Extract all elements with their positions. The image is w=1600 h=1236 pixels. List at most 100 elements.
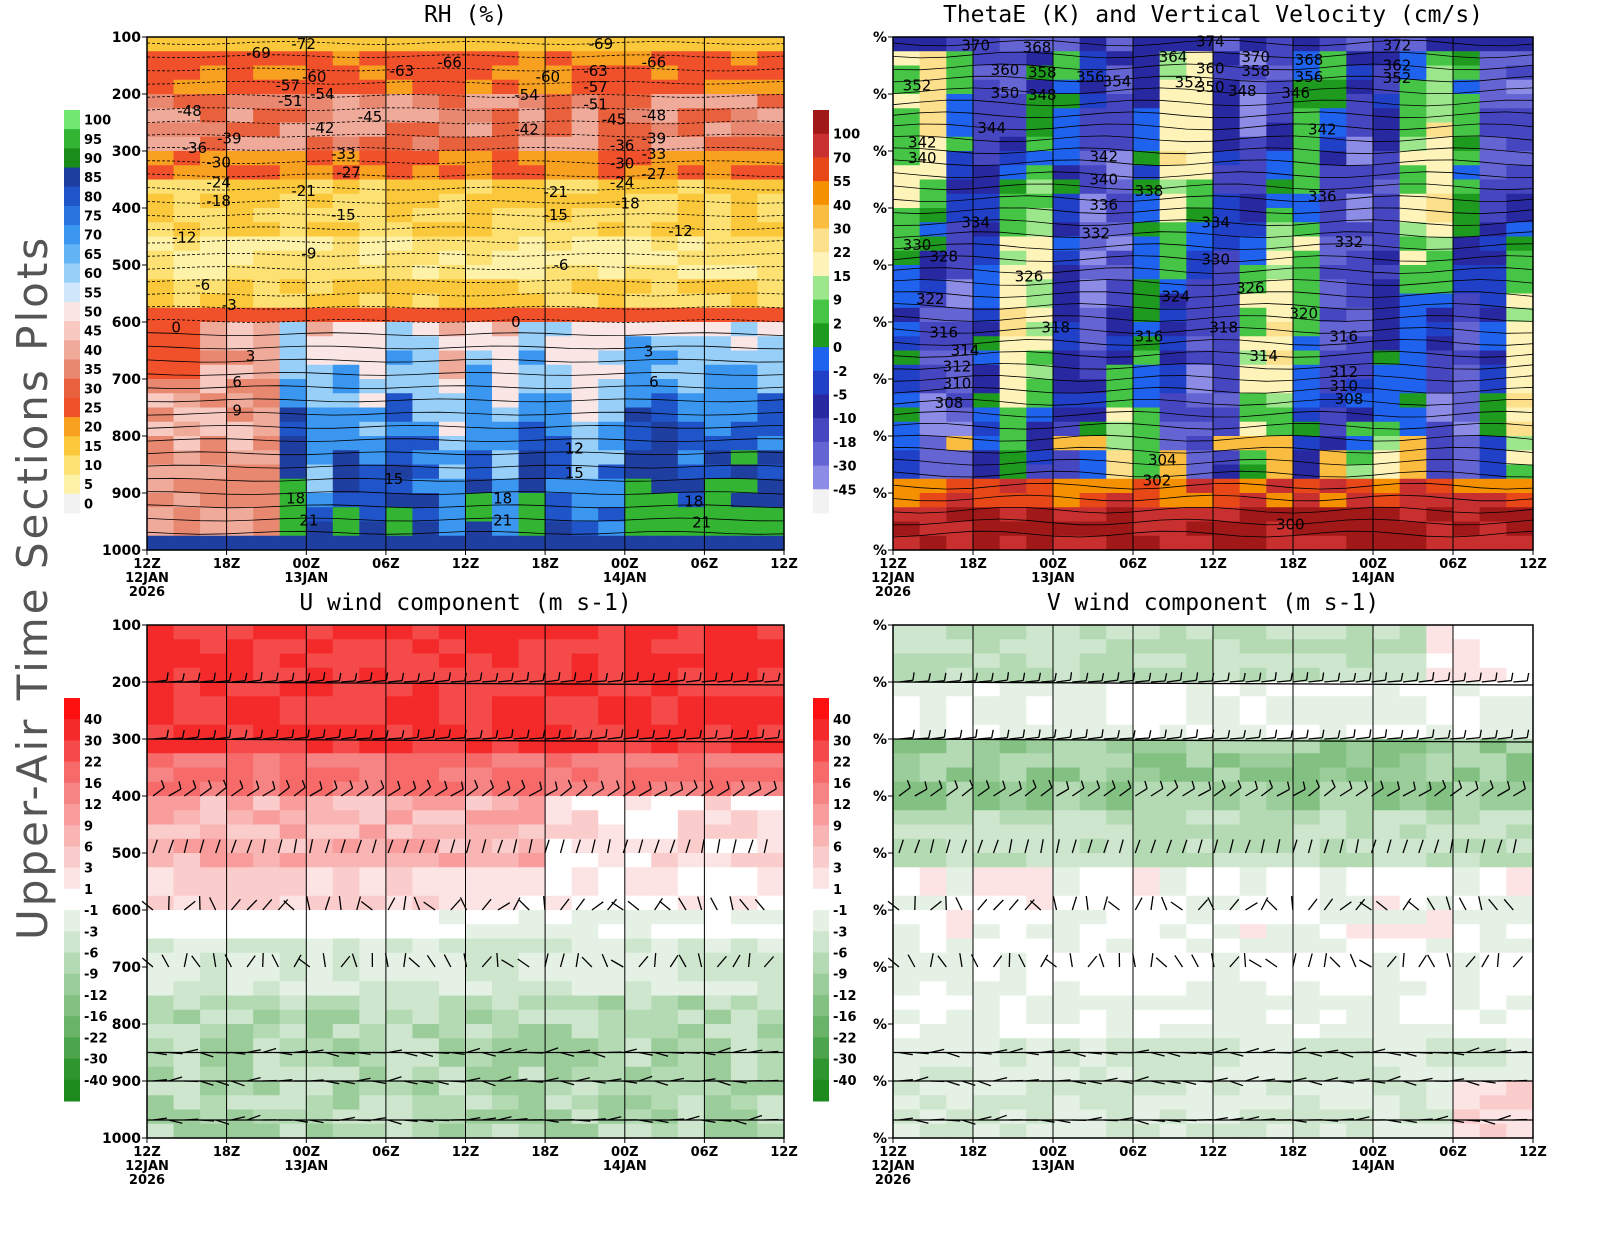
vwind-barb (1445, 896, 1451, 911)
vwind-field-cell (1293, 724, 1321, 740)
vwind-field-cell (1506, 867, 1534, 883)
vwind-field-cell (1373, 952, 1401, 968)
uwind-field-cell (730, 910, 759, 925)
thetae-colorbar-label: 70 (833, 151, 851, 166)
rh-field-cell (147, 379, 175, 394)
uwind-barb (293, 839, 298, 854)
rh-field-cell (438, 421, 467, 437)
vwind-field-cell (1506, 1123, 1534, 1139)
vwind-field-cell (1186, 853, 1214, 868)
uwind-barb (183, 953, 188, 968)
thetae-field-cell (1266, 136, 1294, 152)
vwind-field-cell (1399, 739, 1427, 754)
rh-field-cell (226, 421, 254, 437)
thetae-field-cell (1159, 236, 1187, 252)
uwind-field-cell (306, 952, 334, 968)
thetae-field-cell (1293, 136, 1321, 152)
vwind-field-cell (1319, 639, 1347, 655)
rh-contour-label: 15 (565, 464, 584, 482)
rh-contour-label: -24 (610, 173, 635, 191)
uwind-barb (518, 899, 530, 911)
uwind-field-cell (385, 1024, 414, 1039)
thetae-colorbar-label: 9 (833, 294, 842, 309)
vwind-field-cell (1079, 767, 1107, 783)
thetae-field-cell (1239, 478, 1267, 494)
vwind-field-cell (919, 838, 947, 854)
uwind-barb (685, 786, 698, 797)
vwind-barb (1040, 736, 1055, 740)
uwind-field-cell (412, 853, 440, 868)
vwind-panel: %%%%%%%%%%12Z 18Z 00Z 06Z 12Z 18Z 00Z 06Z 12Z12J… (813, 618, 1547, 1188)
thetae-field-cell (1213, 421, 1241, 437)
uwind-barb (246, 787, 260, 797)
thetae-colorbar-label: -2 (833, 365, 847, 380)
vwind-field-cell (973, 724, 1001, 740)
vwind-field-cell (1186, 796, 1214, 811)
thetae-field-cell (1346, 136, 1374, 152)
rh-field-cell (730, 136, 759, 152)
vwind-field-cell (1373, 682, 1401, 697)
rh-contour-line (146, 305, 785, 310)
thetae-field-cell (1293, 350, 1321, 366)
rh-field-cell (492, 293, 520, 309)
vwind-field-cell (1106, 682, 1134, 697)
rh-contour-line (146, 54, 785, 59)
uwind-field-cell (385, 653, 414, 669)
rh-field-cell (279, 151, 307, 166)
vwind-colorbar-swatch (813, 825, 829, 847)
uwind-field-cell (677, 967, 705, 982)
vwind-field-cell (1026, 1109, 1054, 1125)
uwind-field-cell (651, 1009, 679, 1025)
rh-field-cell (492, 307, 520, 323)
vwind-field-cell (1026, 1081, 1054, 1096)
thetae-field-cell (973, 208, 1001, 223)
rh-colorbar-swatch (64, 474, 80, 495)
thetae-field-cell (1026, 379, 1054, 394)
uwind-field-cell (492, 710, 520, 726)
uwind-field-cell (624, 981, 652, 997)
vwind-field-cell (1399, 1095, 1427, 1111)
rh-field-cell (624, 464, 652, 480)
vwind-field-cell (973, 682, 1001, 697)
uwind-colorbar-swatch (64, 719, 80, 741)
vwind-field-cell (1053, 639, 1081, 655)
thetae-field-cell (1293, 507, 1321, 523)
uwind-field-cell (492, 1123, 520, 1139)
thetae-field-cell (1506, 293, 1534, 309)
uwind-field-cell (465, 952, 493, 968)
thetae-field-cell (1426, 393, 1454, 409)
rh-field-cell (598, 236, 626, 252)
vwind-field-cell (1426, 981, 1454, 997)
uwind-barb-flag (385, 672, 389, 681)
vwind-barb (1245, 1076, 1260, 1082)
rh-colorbar-label: 95 (84, 133, 102, 148)
rh-field-cell (730, 436, 759, 451)
rh-field-cell (518, 151, 546, 166)
uwind-field-cell (226, 924, 254, 940)
uwind-barb-flag (648, 781, 652, 790)
uwind-field-cell (147, 653, 175, 669)
thetae-contour-label: 330 (903, 236, 932, 254)
vwind-field-cell (946, 1095, 974, 1111)
rh-field-cell (200, 108, 228, 124)
thetae-contour-label: 302 (1143, 472, 1172, 490)
rh-contour-line (146, 160, 785, 165)
thetae-field-cell (1213, 151, 1241, 166)
thetae-field-cell (1293, 250, 1321, 266)
vwind-field-cell (1453, 1095, 1481, 1111)
rh-field-cell (438, 436, 467, 451)
uwind-barb (747, 953, 751, 968)
vwind-field-cell (1426, 838, 1454, 854)
rh-field-cell (677, 122, 705, 138)
uwind-barb (544, 839, 550, 854)
rh-date-label: 14JAN (603, 571, 647, 586)
uwind-field-cell (332, 796, 360, 811)
vwind-barb-flag (1174, 779, 1179, 788)
vwind-field-cell (1106, 1109, 1134, 1125)
vwind-barb (946, 1051, 960, 1058)
vwind-field-cell (1053, 1052, 1081, 1068)
rh-field-cell (492, 222, 520, 238)
vwind-field-cell (1266, 796, 1294, 811)
rh-contour-line (146, 239, 785, 244)
thetae-field-cell (1506, 322, 1534, 337)
